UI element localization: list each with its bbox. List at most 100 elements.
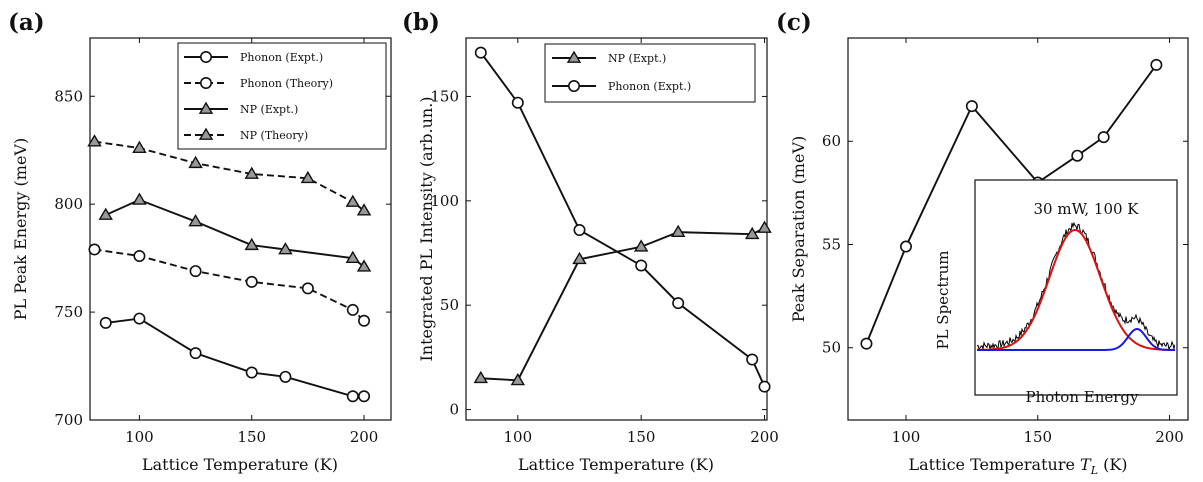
panel-b-xlabel: Lattice Temperature (K) — [518, 455, 714, 474]
legend-marker — [566, 50, 582, 63]
data-point — [670, 224, 686, 238]
data-point — [244, 166, 259, 179]
data-point — [301, 282, 314, 295]
x-tick-label: 100 — [125, 428, 154, 446]
y-tick-label: 0 — [449, 401, 459, 419]
panel-c-label: (c) — [776, 9, 812, 36]
data-point — [356, 259, 372, 272]
data-point — [133, 249, 146, 262]
series-0 — [99, 312, 371, 403]
y-tick-label: 700 — [54, 411, 83, 429]
inset-ylabel: PL Spectrum — [934, 250, 952, 349]
panel-c-inset: 30 mW, 100 K Photon Energy PL Spectrum — [934, 179, 1178, 406]
panel-b-series — [473, 46, 772, 393]
legend-label: NP (Expt.) — [240, 103, 298, 116]
data-point — [132, 140, 147, 153]
data-point — [278, 242, 293, 255]
data-point — [511, 96, 524, 109]
data-point — [189, 265, 202, 278]
series-line — [480, 227, 765, 382]
x-tick-label: 200 — [350, 428, 379, 446]
legend-marker — [567, 80, 580, 93]
series-1 — [474, 46, 771, 393]
legend-label: NP (Theory) — [240, 129, 308, 142]
panel-b-legend-box — [544, 43, 756, 103]
data-point — [1071, 149, 1084, 162]
data-point — [860, 337, 873, 350]
legend-marker — [200, 50, 213, 63]
data-point — [358, 390, 371, 403]
panel-a-legend-box — [177, 42, 387, 150]
data-point — [358, 314, 371, 327]
legend-entry: Phonon (Expt.) — [184, 50, 323, 64]
data-point — [744, 226, 760, 240]
x-tick-label: 150 — [237, 428, 266, 446]
legend-entry: Phonon (Expt.) — [552, 80, 691, 93]
data-point — [672, 297, 685, 310]
panel-a-xlabel: Lattice Temperature (K) — [142, 455, 338, 474]
data-point — [510, 372, 526, 386]
legend-entry: NP (Expt.) — [184, 101, 298, 116]
data-point — [345, 250, 361, 264]
data-point — [300, 170, 316, 184]
panel-c-ylabel: Peak Separation (meV) — [789, 136, 808, 322]
legend-label: Phonon (Expt.) — [240, 51, 323, 64]
data-point — [356, 203, 372, 216]
panel-a-frame — [89, 37, 392, 421]
y-tick-label: 55 — [822, 235, 841, 253]
legend-entry: NP (Expt.) — [552, 50, 666, 65]
x-tick-label: 150 — [627, 428, 656, 446]
data-point — [188, 214, 203, 227]
y-tick-label: 60 — [822, 132, 841, 150]
panel-c-frame — [847, 37, 1189, 421]
panel-b-legend: NP (Expt.) Phonon (Expt.) — [544, 43, 756, 103]
data-point — [188, 155, 203, 169]
panel-c-xlabel-text: Lattice Temperature — [908, 455, 1080, 474]
data-point — [572, 251, 587, 265]
panel-b-ticks: 100 150 200 0 50 100 150 — [430, 38, 779, 446]
legend-entry: NP (Theory) — [184, 127, 308, 142]
data-point — [965, 100, 978, 113]
series-line — [94, 248, 365, 322]
x-tick-label: 200 — [750, 428, 779, 446]
data-point — [133, 312, 146, 325]
panel-a-ticks: 100 150 200 700 750 800 850 — [54, 38, 391, 446]
inset-fit-main-line — [977, 228, 1175, 351]
data-point — [633, 239, 649, 252]
data-point — [746, 353, 759, 366]
series-3 — [87, 134, 372, 216]
data-point — [346, 390, 359, 403]
x-tick-label: 100 — [892, 428, 921, 446]
data-point — [88, 243, 101, 256]
y-tick-label: 100 — [430, 192, 459, 210]
legend-marker — [200, 77, 213, 90]
data-point — [1150, 58, 1163, 71]
data-point — [245, 366, 258, 379]
panel-c-xlabel: Lattice Temperature TL (K) — [908, 455, 1127, 477]
data-point — [346, 303, 359, 316]
panel-c: (c) 100 150 200 50 55 60 Lattice Temperature … — [776, 9, 1189, 477]
data-point — [758, 380, 771, 393]
series-2 — [98, 192, 372, 272]
legend-marker — [198, 101, 214, 114]
data-point — [189, 347, 202, 360]
data-point — [245, 275, 258, 288]
panel-a: (a) 100 150 200 700 750 800 850 Lattice Temper… — [8, 9, 392, 474]
data-point — [473, 370, 489, 384]
series-1 — [88, 243, 371, 327]
series-0 — [473, 220, 772, 386]
data-point — [474, 46, 487, 59]
panel-a-label: (a) — [8, 9, 45, 36]
data-point — [899, 240, 912, 253]
data-point — [98, 207, 113, 220]
legend-label: Phonon (Expt.) — [608, 80, 691, 93]
inset-annotation: 30 mW, 100 K — [1033, 200, 1139, 218]
y-tick-label: 800 — [54, 195, 83, 213]
x-tick-label: 200 — [1155, 428, 1184, 446]
x-tick-label: 100 — [503, 428, 532, 446]
data-point — [573, 224, 586, 237]
inset-xlabel: Photon Energy — [1025, 388, 1139, 406]
x-tick-label: 150 — [1023, 428, 1052, 446]
data-point — [99, 316, 112, 329]
data-point — [1097, 131, 1110, 144]
